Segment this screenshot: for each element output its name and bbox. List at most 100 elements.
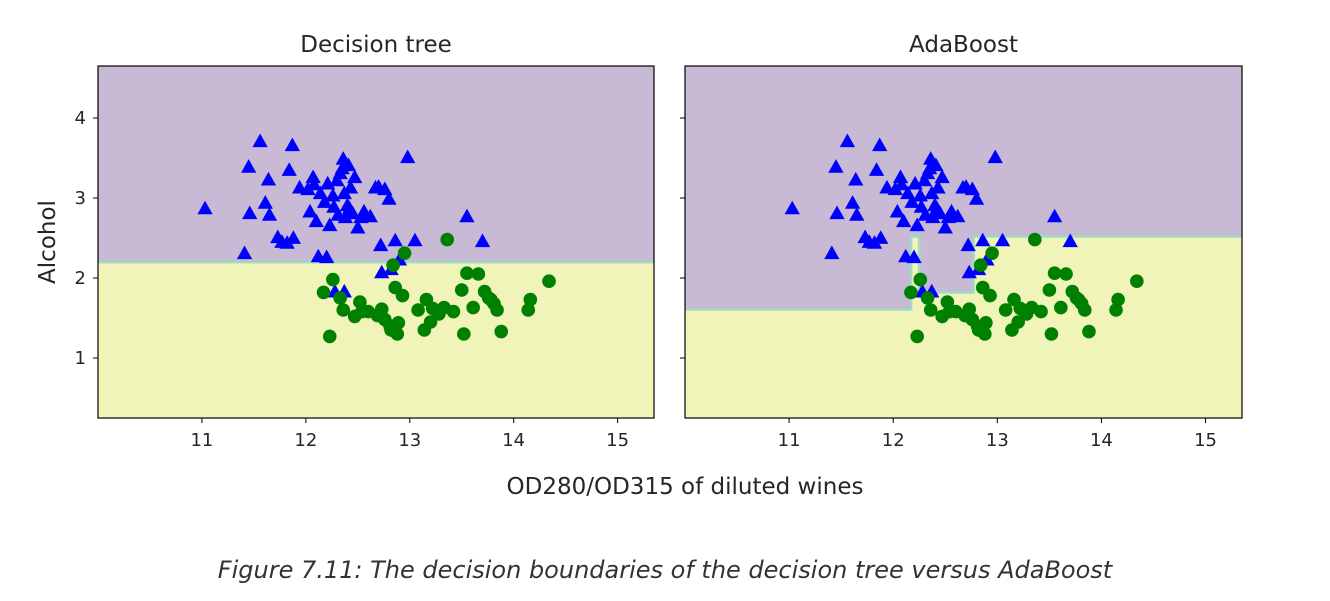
- decision-tree-triangle-point: [260, 171, 277, 186]
- adaboost-x-tick-label: 15: [1194, 430, 1217, 451]
- adaboost-x-tick-label: 13: [986, 430, 1009, 451]
- decision-tree-circle-point: [440, 232, 454, 247]
- decision-tree-circle-point: [460, 266, 474, 281]
- adaboost-circle-point: [998, 303, 1013, 317]
- decision-tree-circle-point: [391, 316, 406, 330]
- adaboost-circle-point: [1077, 303, 1092, 317]
- adaboost-triangle-point: [912, 187, 928, 202]
- adaboost-triangle-point: [904, 194, 920, 208]
- adaboost-circle-point: [1034, 304, 1048, 319]
- adaboost-triangle-point: [895, 213, 912, 228]
- adaboost-triangle-point: [916, 172, 933, 187]
- adaboost-circle-point: [1111, 292, 1125, 307]
- adaboost-triangle-point: [975, 232, 991, 247]
- decision-tree-triangle-point: [308, 213, 324, 228]
- adaboost-x-tick-label: 14: [1090, 430, 1113, 451]
- decision-tree-circle-point: [446, 304, 461, 319]
- decision-tree-triangle-point: [305, 169, 321, 184]
- adaboost-circle-point: [962, 302, 977, 317]
- decision-tree-circle-point: [397, 246, 412, 260]
- decision-tree-x-tick-label: 13: [398, 430, 421, 451]
- adaboost-circle-point: [1059, 267, 1073, 281]
- decision-tree-circle-point: [326, 272, 340, 287]
- decision-tree-circle-point: [336, 303, 351, 317]
- adaboost-triangle-point: [987, 149, 1003, 164]
- decision-tree-circle-point: [490, 303, 504, 317]
- adaboost-triangle-point: [828, 159, 844, 173]
- decision-tree-triangle-point: [350, 219, 366, 234]
- decision-tree-triangle-point: [197, 200, 213, 215]
- decision-tree-circle-point: [542, 274, 556, 289]
- adaboost-circle-point: [978, 327, 992, 341]
- adaboost-triangle-point: [893, 176, 910, 191]
- adaboost-triangle-point: [839, 133, 856, 148]
- adaboost-axes-frame: [684, 65, 1243, 419]
- decision-tree-triangle-point: [387, 232, 403, 247]
- adaboost-circle-point: [904, 285, 918, 300]
- decision-tree-region-top: [98, 66, 654, 262]
- decision-tree-triangle-point: [241, 159, 257, 173]
- decision-tree-triangle-point: [344, 205, 361, 220]
- decision-tree-triangle-point: [362, 208, 378, 223]
- adaboost-circle-point: [1054, 300, 1068, 315]
- decision-tree-circle-point: [322, 329, 337, 344]
- decision-tree-circle-point: [454, 283, 469, 297]
- adaboost-x-tick-label: 11: [778, 430, 801, 451]
- decision-tree-triangle-point: [407, 232, 423, 247]
- decision-tree-triangle-point: [329, 172, 345, 187]
- decision-tree-triangle-point: [242, 205, 258, 220]
- adaboost-triangle-point: [964, 181, 980, 196]
- decision-tree-triangle-point: [381, 191, 397, 205]
- adaboost-circle-point: [1028, 232, 1042, 247]
- adaboost-circle-point: [985, 246, 999, 260]
- adaboost-triangle-point: [960, 237, 976, 252]
- decision-tree-circle-point: [471, 267, 486, 281]
- decision-tree-triangle-point: [325, 187, 341, 202]
- adaboost-circle-point: [983, 288, 997, 303]
- figure-caption: Figure 7.11: The decision boundaries of …: [217, 556, 1113, 584]
- decision-tree-y-tick-label: 3: [75, 188, 86, 209]
- decision-tree-triangle-point: [236, 245, 253, 260]
- decision-tree-triangle-point: [337, 209, 353, 224]
- decision-tree-triangle-point: [474, 233, 491, 248]
- adaboost-triangle-point: [844, 195, 861, 209]
- decision-tree-triangle-point: [285, 230, 302, 244]
- adaboost-triangle-point: [928, 157, 944, 172]
- adaboost-triangle-point: [925, 209, 941, 224]
- decision-tree-y-tick-label: 1: [75, 348, 86, 369]
- adaboost-triangle-point: [829, 205, 845, 220]
- adaboost-circle-point: [913, 272, 928, 287]
- adaboost-circle-point: [973, 258, 988, 273]
- adaboost-triangle-point: [950, 208, 966, 223]
- adaboost-triangle-point: [873, 230, 889, 244]
- y-axis-label: Alcohol: [35, 200, 61, 284]
- decision-tree-x-tick-label: 15: [606, 430, 629, 451]
- adaboost-circle-point: [1042, 283, 1057, 297]
- adaboost-panel: 11 12 13 14 15 AdaBoost: [680, 32, 1243, 451]
- decision-tree-triangle-point: [400, 149, 416, 164]
- adaboost-circle-point: [979, 316, 993, 330]
- adaboost-circle-point: [923, 303, 938, 317]
- decision-tree-triangle-point: [340, 157, 357, 172]
- decision-tree-circle-point: [466, 300, 480, 315]
- decision-tree-triangle-point: [306, 176, 322, 191]
- decision-tree-triangle-point: [459, 208, 475, 223]
- adaboost-triangle-point: [932, 205, 948, 220]
- decision-tree-circle-point: [395, 288, 410, 303]
- decision-tree-triangle-point: [281, 162, 297, 176]
- adaboost-triangle-point: [849, 207, 865, 221]
- adaboost-triangle-point: [906, 249, 922, 264]
- adaboost-triangle-point: [868, 162, 885, 176]
- adaboost-circle-point: [1082, 324, 1096, 339]
- decision-tree-triangle-point: [261, 207, 278, 221]
- decision-tree-triangle-point: [257, 195, 273, 209]
- decision-tree-circle-point: [411, 303, 425, 317]
- adaboost-triangle-point: [784, 200, 800, 215]
- adaboost-title: AdaBoost: [909, 32, 1018, 58]
- adaboost-triangle-point: [889, 203, 906, 218]
- adaboost-triangle-point: [1046, 208, 1063, 223]
- adaboost-triangle-point: [1062, 233, 1078, 248]
- decision-tree-circle-point: [390, 327, 405, 341]
- decision-tree-triangle-point: [342, 179, 359, 194]
- adaboost-triangle-point: [909, 217, 925, 232]
